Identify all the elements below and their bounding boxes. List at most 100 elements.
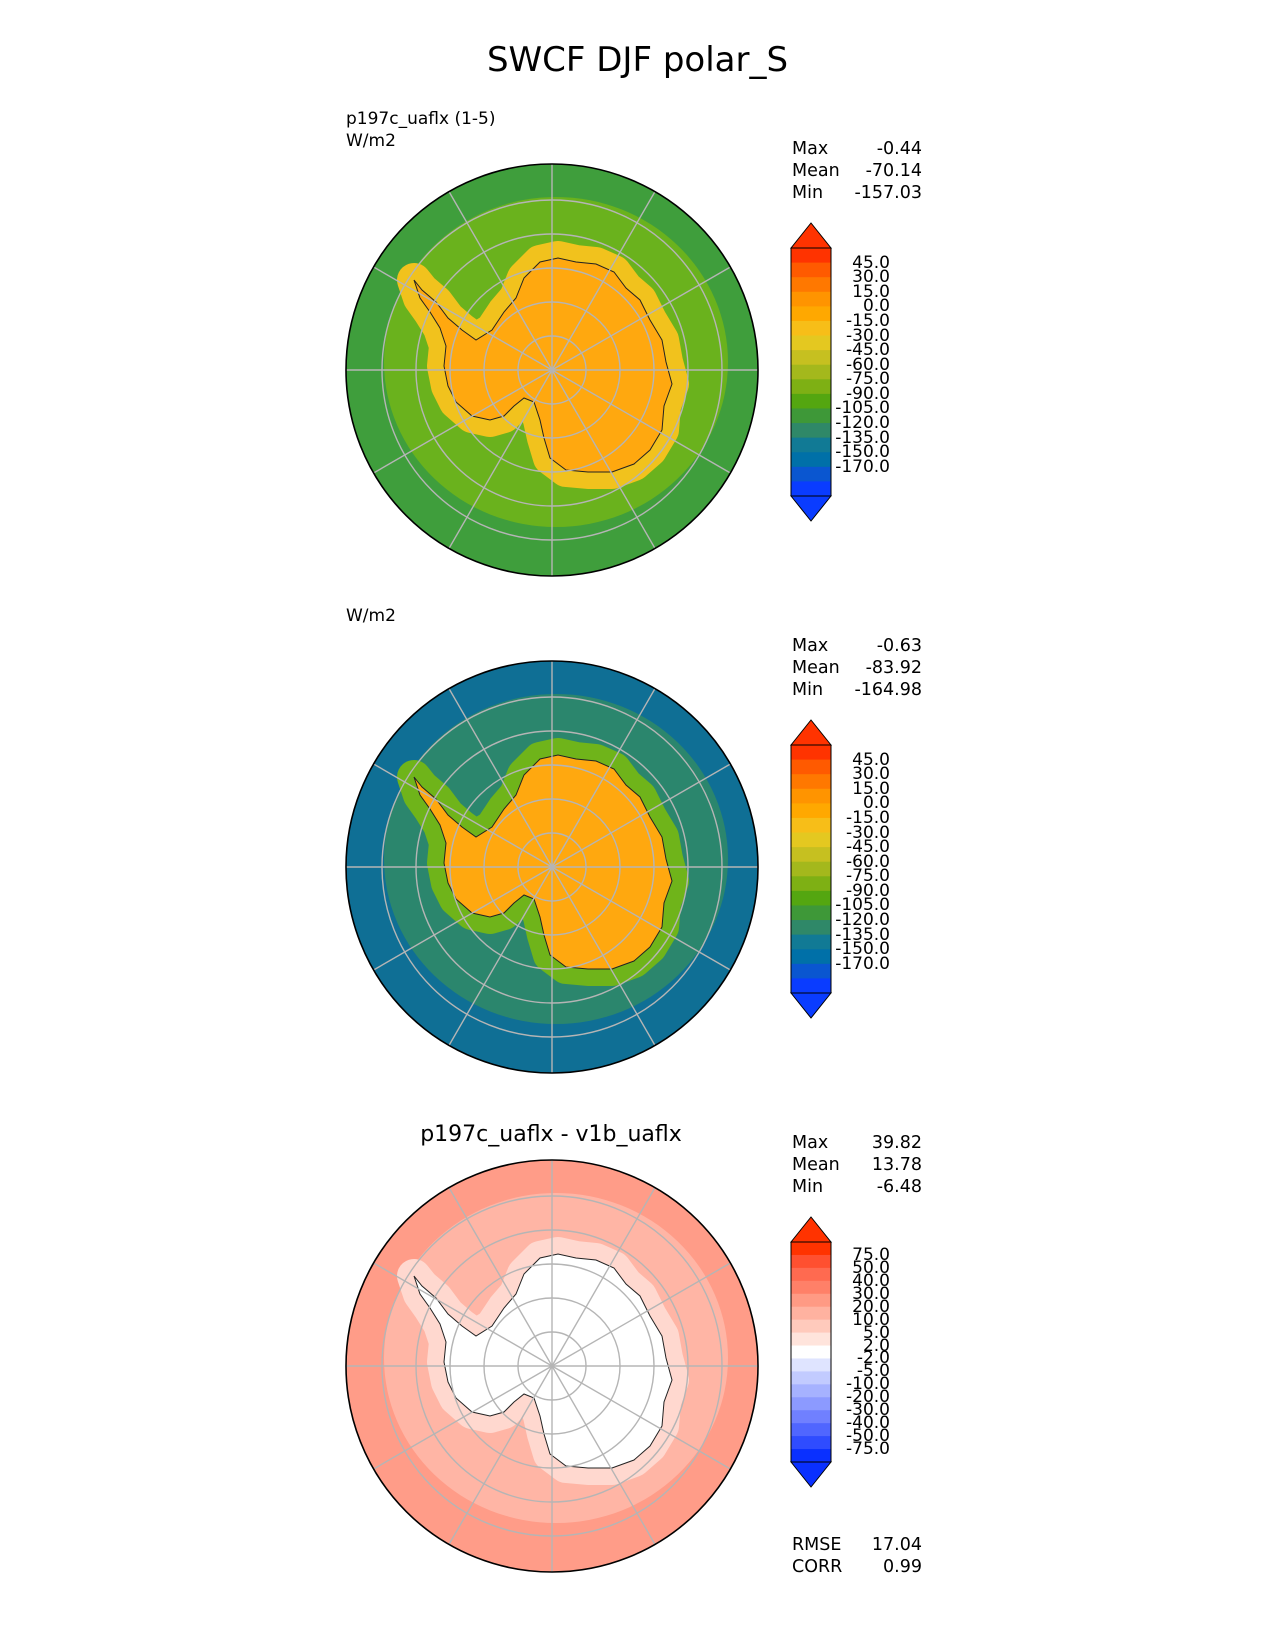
colorbar-tick-label: -105.0 bbox=[835, 398, 890, 419]
panel-3-stats: Max 39.82 Mean 13.78 Min -6.48 bbox=[792, 1132, 922, 1198]
colorbar-swatch bbox=[791, 393, 831, 409]
colorbar-tick-label: -60.0 bbox=[846, 851, 890, 872]
panel-1-stats: Max -0.44 Mean -70.14 Min -157.03 bbox=[792, 138, 922, 204]
meridian-line bbox=[551, 684, 658, 868]
colorbar-top-extension bbox=[790, 719, 832, 746]
min-value: -157.03 bbox=[854, 183, 922, 203]
colorbar-swatch bbox=[791, 1242, 831, 1256]
colorbar-tick-label: -170.0 bbox=[835, 953, 890, 974]
colorbar-swatch bbox=[791, 291, 831, 307]
colorbar-tick-label: 75.0 bbox=[852, 1244, 890, 1265]
panel-3-title: p197c_uaflx - v1b_uaflx bbox=[420, 1122, 682, 1147]
colorbar-swatch bbox=[791, 1423, 831, 1437]
map-boundary bbox=[345, 1159, 759, 1573]
map-boundary bbox=[345, 163, 759, 577]
meridian-line bbox=[369, 761, 553, 868]
panel-2-labels: W/m2 bbox=[346, 605, 396, 627]
colorbar-tick-label: -135.0 bbox=[835, 427, 890, 448]
panel-1-colorbar: 45.0 30.0 15.0 0.0 -15.0 -30.0 -45.0 -60.0 -75.0… bbox=[790, 222, 910, 522]
meridian-line bbox=[446, 369, 553, 553]
colorbar-tick-label: -30.0 bbox=[846, 822, 890, 843]
rmse-label: RMSE bbox=[792, 1535, 842, 1555]
colorbar-swatch bbox=[791, 832, 831, 848]
meridian-line bbox=[551, 866, 658, 1050]
colorbar-tick-label: -20.0 bbox=[846, 1387, 890, 1408]
colorbar-swatch bbox=[791, 1306, 831, 1321]
meridian-line bbox=[369, 1260, 553, 1367]
colorbar-swatch bbox=[791, 745, 831, 761]
colorbar-tick-label: -30.0 bbox=[846, 1400, 890, 1421]
colorbar-swatch bbox=[791, 1267, 831, 1282]
colorbar-tick-label: 15.0 bbox=[852, 778, 890, 799]
panel-1-case-label: p197c_uaflx (1-5) bbox=[346, 109, 496, 129]
colorbar-swatch bbox=[791, 890, 831, 906]
colorbar-swatch bbox=[791, 320, 831, 337]
colorbar-swatch bbox=[791, 466, 831, 482]
panel-2-units-label: W/m2 bbox=[346, 606, 396, 626]
colorbar-swatch bbox=[791, 934, 831, 950]
panel-3-colorbar: 75.0 50.0 40.0 30.0 20.0 10.0 5.0 2.0 -2.0 -5.0 -1… bbox=[790, 1216, 910, 1488]
colorbar-tick-label: 2.0 bbox=[862, 1335, 890, 1356]
max-label: Max bbox=[792, 139, 829, 159]
mean-label: Mean bbox=[792, 658, 840, 678]
meridian-line bbox=[551, 264, 735, 371]
max-value: -0.44 bbox=[876, 139, 922, 159]
colorbar-swatch bbox=[791, 817, 831, 834]
colorbar-tick-label: -50.0 bbox=[846, 1426, 890, 1447]
meridian-line bbox=[369, 264, 553, 371]
min-label: Min bbox=[792, 183, 824, 203]
colorbar-tick-label: 0.0 bbox=[862, 793, 890, 814]
colorbar-graphic bbox=[790, 719, 832, 1019]
colorbar-swatch bbox=[791, 1280, 831, 1295]
colorbar-graphic bbox=[790, 1216, 832, 1488]
meridian-line bbox=[446, 866, 553, 1050]
colorbar-swatch bbox=[791, 437, 831, 453]
mean-value: 13.78 bbox=[871, 1155, 922, 1175]
colorbar-tick-label: -15.0 bbox=[846, 310, 890, 331]
colorbar-tick-label: 15.0 bbox=[852, 281, 890, 302]
colorbar-tick-label: 50.0 bbox=[852, 1257, 890, 1278]
colorbar-tick-label: -45.0 bbox=[846, 837, 890, 858]
meridian-line bbox=[369, 369, 553, 476]
colorbar-swatch bbox=[791, 379, 831, 395]
colorbar-swatch bbox=[791, 978, 831, 994]
colorbar-tick-label: 10.0 bbox=[852, 1309, 890, 1330]
colorbar-swatch bbox=[791, 306, 831, 322]
colorbar-swatch bbox=[791, 364, 831, 380]
colorbar-tick-label: -40.0 bbox=[846, 1413, 890, 1434]
mean-label: Mean bbox=[792, 1155, 840, 1175]
mean-value: -83.92 bbox=[865, 658, 922, 678]
meridian-line bbox=[551, 866, 735, 973]
colorbar-tick-label: 5.0 bbox=[862, 1322, 890, 1343]
meridian-line bbox=[369, 866, 553, 973]
colorbar-tick-label: -75.0 bbox=[846, 369, 890, 390]
corr-label: CORR bbox=[792, 1557, 843, 1577]
colorbar-top-extension bbox=[790, 1216, 832, 1243]
colorbar-swatch bbox=[791, 408, 831, 424]
max-value: -0.63 bbox=[876, 636, 922, 656]
colorbar-swatch bbox=[791, 963, 831, 979]
panel-1-units-label: W/m2 bbox=[346, 131, 396, 151]
colorbar-swatch bbox=[791, 481, 831, 497]
colorbar-swatch bbox=[791, 876, 831, 892]
colorbar-bottom-extension bbox=[790, 495, 832, 522]
colorbar-frame bbox=[790, 247, 832, 497]
max-label: Max bbox=[792, 1133, 829, 1153]
colorbar-swatch bbox=[791, 847, 831, 863]
colorbar-tick-label: 0.0 bbox=[862, 296, 890, 317]
colorbar-tick-label: -5.0 bbox=[856, 1361, 890, 1382]
coastline bbox=[413, 257, 673, 473]
map-field bbox=[346, 661, 758, 1073]
colorbar-swatch bbox=[791, 803, 831, 819]
colorbar-swatch bbox=[791, 262, 831, 278]
colorbar-swatch bbox=[791, 452, 831, 468]
colorbar-tick-label: -120.0 bbox=[835, 413, 890, 434]
colorbar-tick-label: -120.0 bbox=[835, 910, 890, 931]
colorbar-tick-label: -60.0 bbox=[846, 354, 890, 375]
colorbar-top-extension bbox=[790, 222, 832, 249]
meridian-line bbox=[369, 1365, 553, 1472]
panel-2: W/m2 Max -0.63 Mean -83.92 Min -164.98 45.0… bbox=[0, 597, 1275, 1077]
colorbar-tick-label: -75.0 bbox=[846, 866, 890, 887]
colorbar-tick-label: -150.0 bbox=[835, 939, 890, 960]
colorbar-swatch bbox=[791, 335, 831, 351]
